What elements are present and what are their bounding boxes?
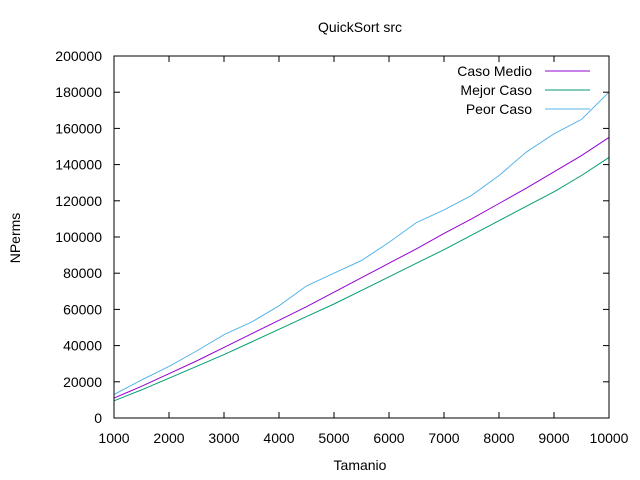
y-tick-label: 100000 — [55, 229, 102, 245]
plot-frame — [113, 55, 610, 419]
y-tick-label: 140000 — [55, 157, 102, 173]
y-tick-label: 40000 — [63, 338, 102, 354]
y-tick-label: 80000 — [63, 265, 102, 281]
x-tick-label: 9000 — [538, 430, 569, 446]
x-tick-label: 5000 — [318, 430, 349, 446]
x-tick-label: 3000 — [208, 430, 239, 446]
axis-ticks: 1000 2000 3000 4000 5000 6000 7000 8000 9000 1000… — [55, 48, 628, 446]
legend-label-0: Caso Medio — [457, 63, 532, 79]
series-line-1 — [113, 156, 610, 402]
x-tick-label: 1000 — [98, 430, 129, 446]
series-lines — [113, 91, 610, 402]
series-line-2 — [113, 91, 610, 395]
y-tick-label: 160000 — [55, 120, 102, 136]
y-tick-label: 0 — [94, 410, 102, 426]
chart-title: QuickSort src — [318, 19, 402, 35]
y-tick-label: 180000 — [55, 84, 102, 100]
legend-label-2: Peor Caso — [466, 101, 532, 117]
legend: Caso Medio Mejor Caso Peor Caso — [457, 63, 590, 117]
x-axis-label: Tamanio — [334, 457, 387, 473]
x-tick-label: 8000 — [483, 430, 514, 446]
x-tick-label: 7000 — [428, 430, 459, 446]
y-tick-label: 20000 — [63, 374, 102, 390]
legend-label-1: Mejor Caso — [460, 82, 532, 98]
y-tick-label: 200000 — [55, 48, 102, 64]
x-tick-label: 2000 — [153, 430, 184, 446]
y-axis-label: NPerms — [7, 213, 23, 264]
x-tick-label: 4000 — [263, 430, 294, 446]
x-tick-label: 10000 — [590, 430, 629, 446]
x-tick-label: 6000 — [373, 430, 404, 446]
y-tick-label: 120000 — [55, 193, 102, 209]
series-line-0 — [113, 136, 610, 399]
y-tick-label: 60000 — [63, 301, 102, 317]
